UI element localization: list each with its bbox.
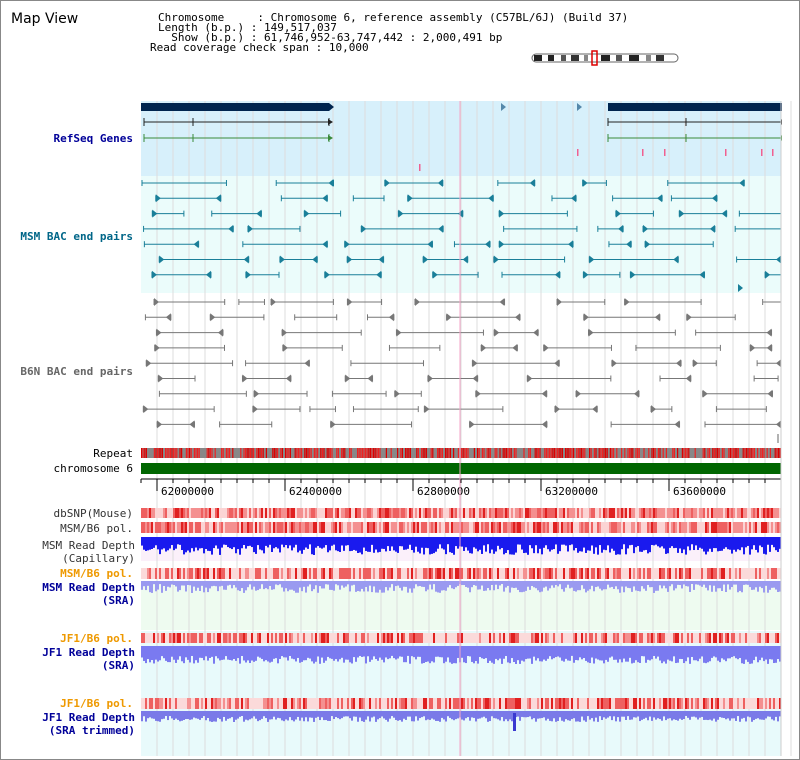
- msm-depth-capillary-label: MSM Read Depth (Capillary): [42, 539, 135, 565]
- repeat-label: Repeat: [93, 447, 133, 460]
- jf1-pol-label-2: JF1/B6 pol.: [60, 697, 133, 710]
- page-title: Map View: [11, 11, 79, 27]
- dbsnp-heat-track[interactable]: [141, 508, 781, 518]
- jf1-sra-depth-track[interactable]: [141, 646, 781, 664]
- repeat-track[interactable]: [141, 434, 781, 458]
- header-length-row: Length (b.p.) : 149,517,037: [158, 21, 337, 34]
- msm-bac-track[interactable]: [141, 179, 782, 292]
- dbsnp-label: dbSNP(Mouse): [53, 507, 133, 520]
- header-show-row: Show (b.p.) : 61,746,952-63,747,442 : 2,…: [171, 31, 503, 44]
- msm-pol-heat-track-2[interactable]: [141, 568, 781, 579]
- axis-tick-label: 63200000: [545, 485, 598, 498]
- axis-tick-label: 62400000: [289, 485, 342, 498]
- jf1-depth-sra-label: JF1 Read Depth (SRA): [42, 646, 135, 672]
- chromosome-label: chromosome 6: [53, 462, 133, 475]
- msm-sra-depth-track[interactable]: [141, 581, 781, 593]
- refseq-gene-track[interactable]: [141, 103, 786, 171]
- chromosome-bar[interactable]: [141, 463, 781, 474]
- axis-tick-label: 62000000: [161, 485, 214, 498]
- msm-bac-label[interactable]: MSM BAC end pairs: [20, 230, 133, 243]
- b6n-bac-track[interactable]: [142, 298, 782, 429]
- msm-pol-label: MSM/B6 pol.: [60, 522, 133, 535]
- jf1-pol-label: JF1/B6 pol.: [60, 632, 133, 645]
- header-chromosome-row: Chromosome : Chromosome 6, reference ass…: [158, 11, 629, 24]
- position-ruler: 62000000 62400000 62800000 63200000 63600000: [140, 478, 782, 498]
- jf1-trimmed-depth-track[interactable]: [141, 711, 781, 731]
- msm-pol-heat-track[interactable]: [141, 522, 781, 533]
- msm-pol-label-2: MSM/B6 pol.: [60, 567, 133, 580]
- axis-tick-label: 62800000: [417, 485, 470, 498]
- msm-depth-sra-label: MSM Read Depth (SRA): [42, 581, 135, 607]
- axis-tick-label: 63600000: [673, 485, 726, 498]
- refseq-genes-label[interactable]: RefSeq Genes: [53, 132, 133, 145]
- header-coverage-row: Read coverage check span : 10,000: [150, 41, 369, 54]
- chromosome-ideogram[interactable]: [531, 50, 679, 66]
- jf1-pol-heat-track-2[interactable]: [141, 698, 781, 709]
- jf1-depth-trimmed-label: JF1 Read Depth (SRA trimmed): [42, 711, 135, 737]
- b6n-bac-label[interactable]: B6N BAC end pairs: [20, 365, 133, 378]
- jf1-pol-heat-track[interactable]: [141, 633, 781, 643]
- msm-capillary-depth-track[interactable]: [141, 537, 781, 555]
